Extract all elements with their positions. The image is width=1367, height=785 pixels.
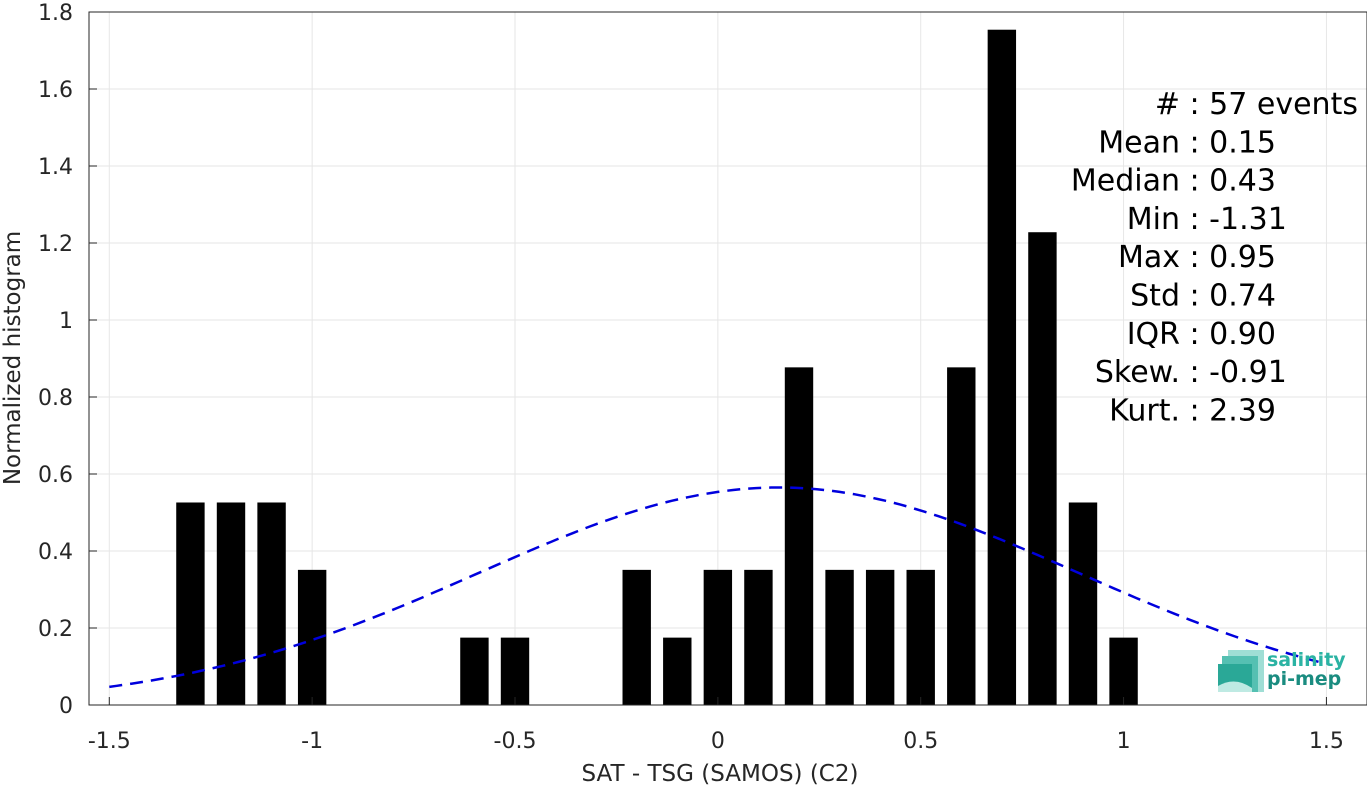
wave-logo-icon bbox=[1218, 650, 1264, 692]
stat-line: Kurt. : 2.39 bbox=[1109, 393, 1276, 428]
plot-frame bbox=[88, 11, 1367, 706]
stat-line: Median : 0.43 bbox=[1071, 164, 1276, 199]
y-tick-label: 1.2 bbox=[38, 232, 73, 257]
histogram-bar bbox=[784, 367, 814, 705]
x-tick-label: 1 bbox=[1117, 729, 1131, 754]
histogram-bar bbox=[947, 367, 976, 705]
histogram-bar bbox=[1068, 502, 1098, 705]
histogram-bar bbox=[663, 637, 692, 705]
x-tick-label: -0.5 bbox=[494, 729, 537, 754]
x-tick-label: 0.5 bbox=[903, 729, 938, 754]
y-tick-label: 0.2 bbox=[38, 617, 73, 642]
stat-line: Skew. : -0.91 bbox=[1095, 355, 1287, 390]
y-tick-label: 0.4 bbox=[38, 540, 73, 565]
histogram-bar bbox=[1109, 637, 1138, 705]
x-axis-ticks: -1.5 -1 -0.5 0 0.5 1 1.5 bbox=[88, 697, 1344, 754]
x-tick-label: -1.5 bbox=[88, 729, 131, 754]
stat-line: # : 57 events bbox=[1155, 87, 1358, 122]
stat-line: Max : 0.95 bbox=[1118, 240, 1276, 275]
stat-line: Std : 0.74 bbox=[1130, 279, 1276, 314]
y-tick-label: 1.8 bbox=[38, 1, 73, 26]
y-tick-label: 1 bbox=[59, 309, 73, 334]
histogram-bar bbox=[500, 637, 530, 705]
histogram-bar bbox=[257, 502, 286, 705]
logo-text-salinity: salinity bbox=[1267, 649, 1346, 671]
histogram-bar bbox=[216, 502, 246, 705]
histogram-bar bbox=[1028, 232, 1057, 705]
y-axis-ticks: 0 0.2 0.4 0.6 0.8 1 1.2 1.4 1.6 1.8 bbox=[38, 1, 97, 719]
histogram-bar bbox=[987, 29, 1017, 705]
histogram-bar bbox=[744, 569, 773, 705]
x-tick-label: -1 bbox=[301, 729, 323, 754]
histogram-bars bbox=[176, 29, 1138, 705]
y-axis-label: Normalized histogram bbox=[0, 231, 26, 485]
histogram-bar bbox=[460, 637, 489, 705]
histogram-bar bbox=[865, 569, 895, 705]
y-tick-label: 0 bbox=[59, 694, 73, 719]
y-tick-label: 1.6 bbox=[38, 78, 73, 103]
normal-fit-curve bbox=[109, 486, 1327, 689]
stat-line: IQR : 0.90 bbox=[1127, 317, 1276, 352]
histogram-bar bbox=[906, 569, 935, 705]
y-tick-label: 0.8 bbox=[38, 386, 73, 411]
histogram-bar bbox=[703, 569, 733, 705]
y-tick-label: 0.6 bbox=[38, 463, 73, 488]
y-tick-label: 1.4 bbox=[38, 155, 73, 180]
stat-line: Min : -1.31 bbox=[1127, 202, 1287, 237]
x-tick-label: 0 bbox=[711, 729, 725, 754]
histogram-bar bbox=[825, 569, 854, 705]
x-tick-label: 1.5 bbox=[1309, 729, 1344, 754]
x-axis-label: SAT - TSG (SAMOS) (C2) bbox=[582, 761, 859, 785]
salinity-pi-mep-logo: salinity pi-mep bbox=[1218, 649, 1346, 692]
logo-text-pi-mep: pi-mep bbox=[1267, 668, 1341, 690]
stat-line: Mean : 0.15 bbox=[1098, 125, 1276, 160]
histogram-bar bbox=[622, 569, 651, 705]
